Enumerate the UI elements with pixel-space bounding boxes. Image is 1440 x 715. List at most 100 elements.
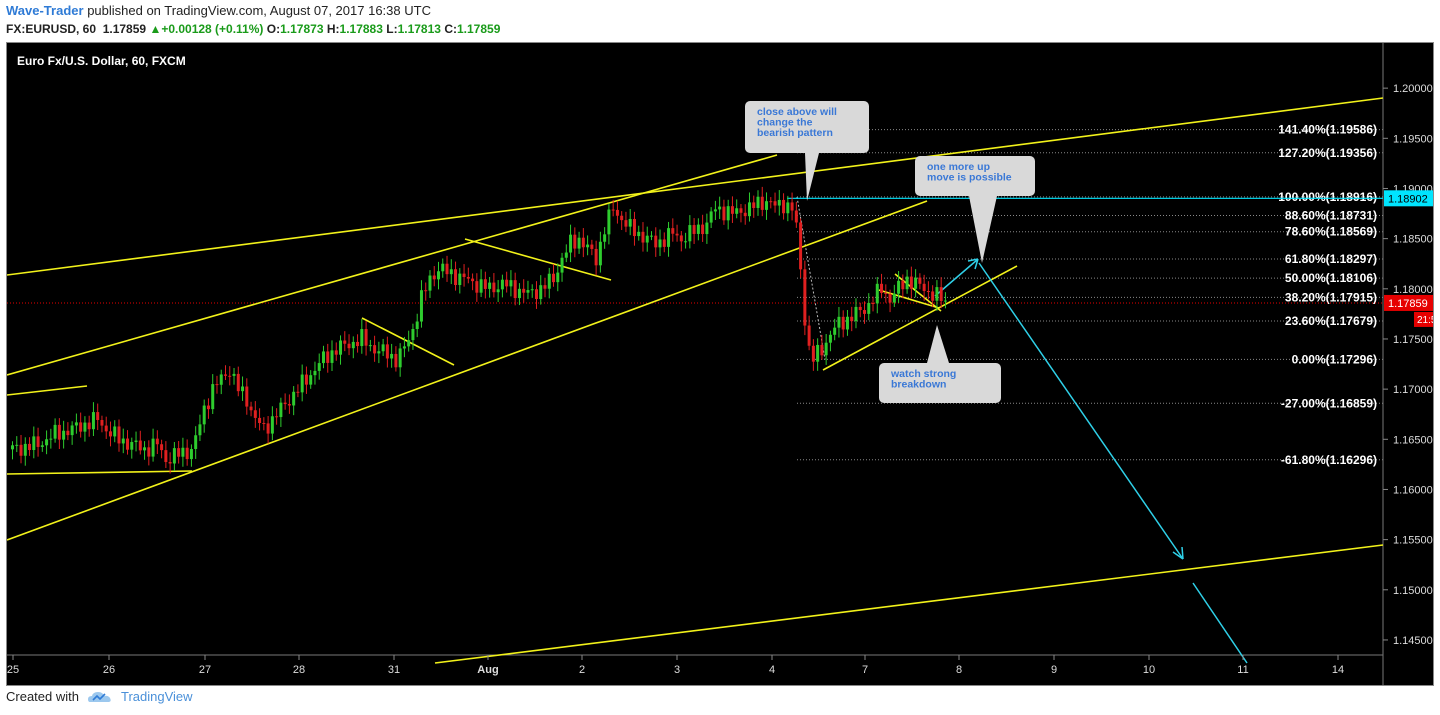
candle-body: [743, 212, 747, 217]
candle-body: [339, 340, 343, 355]
candle-body: [407, 340, 411, 347]
candle-body: [390, 353, 394, 359]
y-tick-label: 1.17000: [1393, 384, 1433, 396]
candle-body: [684, 241, 688, 243]
x-tick-label: Aug: [477, 664, 498, 676]
candle-body: [270, 416, 274, 434]
candle-body: [679, 235, 683, 242]
candle-body: [760, 196, 764, 210]
close-label: C:: [444, 22, 457, 36]
candle-body: [275, 416, 279, 418]
candle-body: [364, 329, 368, 346]
trend-line: [6, 470, 193, 475]
author-link[interactable]: Wave-Trader: [6, 3, 84, 18]
candle-body: [820, 344, 824, 356]
candle-body: [155, 438, 159, 445]
candle-body: [198, 424, 202, 436]
candle-body: [500, 279, 504, 290]
footer: Created with TradingView: [6, 689, 193, 704]
candle-body: [91, 412, 95, 430]
y-tick-label: 1.15500: [1393, 535, 1433, 547]
fib-label: 78.60%(1.18569): [1285, 225, 1377, 239]
candle-body: [730, 206, 734, 214]
y-tick-label: 1.19500: [1393, 133, 1433, 145]
y-tick-label: 1.16500: [1393, 434, 1433, 446]
candle-body: [479, 279, 483, 293]
candle-body: [782, 199, 786, 214]
candle-body: [313, 370, 317, 376]
candle-body: [858, 306, 862, 311]
x-tick-label: 8: [956, 664, 962, 676]
candle-body: [756, 196, 760, 208]
candle-body: [863, 310, 866, 314]
candle-body: [287, 404, 291, 406]
current-price-tag: [1384, 294, 1433, 311]
y-tick-label: 1.18000: [1393, 284, 1433, 296]
candle-body: [262, 423, 266, 425]
candle-body: [833, 327, 837, 335]
candle-body: [611, 209, 615, 211]
candle-body: [837, 316, 841, 328]
candle-body: [330, 350, 334, 363]
candle-body: [650, 235, 653, 237]
fib-levels: 141.40%(1.19586) 127.20%(1.19356) 100.00%(…: [7, 123, 1383, 467]
price-chart[interactable]: Euro Fx/U.S. Dollar, 60, FXCM 141.40%(1.…: [6, 43, 1440, 685]
candle-body: [449, 269, 453, 275]
x-tick-label: 25: [7, 664, 19, 676]
candle-body: [692, 225, 696, 234]
candle-body: [428, 275, 432, 291]
callout-text: watch strong: [890, 368, 956, 380]
trend-lines: [6, 97, 1384, 664]
candle-body: [424, 290, 428, 292]
candle-body: [108, 431, 112, 437]
candle-body: [598, 241, 602, 266]
x-tick-label: 7: [862, 664, 868, 676]
open-label: O:: [266, 22, 281, 36]
candle-body: [790, 202, 794, 211]
trend-line: [464, 238, 612, 281]
candle-body: [828, 334, 832, 343]
candle-body: [654, 235, 658, 248]
arrow-head-icon: [967, 258, 979, 270]
open-value: 1.17873: [280, 22, 324, 36]
candle-body: [845, 316, 849, 330]
price-change: +0.00128 (+0.11%): [161, 22, 264, 36]
candle-body: [722, 206, 726, 221]
candle-body: [462, 273, 466, 277]
candle-body: [918, 277, 922, 284]
candle-body: [126, 438, 130, 450]
candle-body: [560, 257, 564, 273]
candle-body: [206, 405, 210, 410]
candle-body: [113, 426, 117, 437]
candle-body: [23, 443, 27, 456]
candle-body: [526, 290, 530, 293]
candle-body: [32, 436, 36, 451]
candle-body: [854, 306, 858, 322]
candle-body: [773, 201, 777, 206]
candle-body: [151, 438, 155, 457]
candle-body: [83, 422, 87, 432]
candle-body: [816, 344, 820, 362]
candle-body: [539, 285, 543, 300]
candle-body: [850, 316, 854, 322]
candle-body: [147, 447, 151, 457]
candle-body: [296, 391, 300, 393]
candle-body: [794, 210, 798, 223]
candle-body: [569, 234, 573, 253]
tradingview-link[interactable]: TradingView: [120, 689, 193, 704]
chart-frame[interactable]: Euro Fx/U.S. Dollar, 60, FXCM 141.40%(1.…: [6, 42, 1440, 686]
candle-body: [811, 345, 815, 362]
candle-body: [799, 222, 803, 270]
candle-body: [632, 218, 636, 237]
candle-body: [437, 271, 440, 280]
tradingview-logo-icon: [87, 691, 111, 702]
candle-body: [415, 321, 419, 330]
candle-body: [841, 316, 845, 330]
candle-body: [935, 287, 939, 301]
callout-text: move is possible: [927, 172, 1012, 184]
callout-pointer: [927, 325, 949, 363]
candle-body: [181, 447, 185, 457]
x-tick-label: 4: [769, 664, 775, 676]
candle-body: [909, 276, 913, 289]
candle-body: [897, 280, 901, 294]
